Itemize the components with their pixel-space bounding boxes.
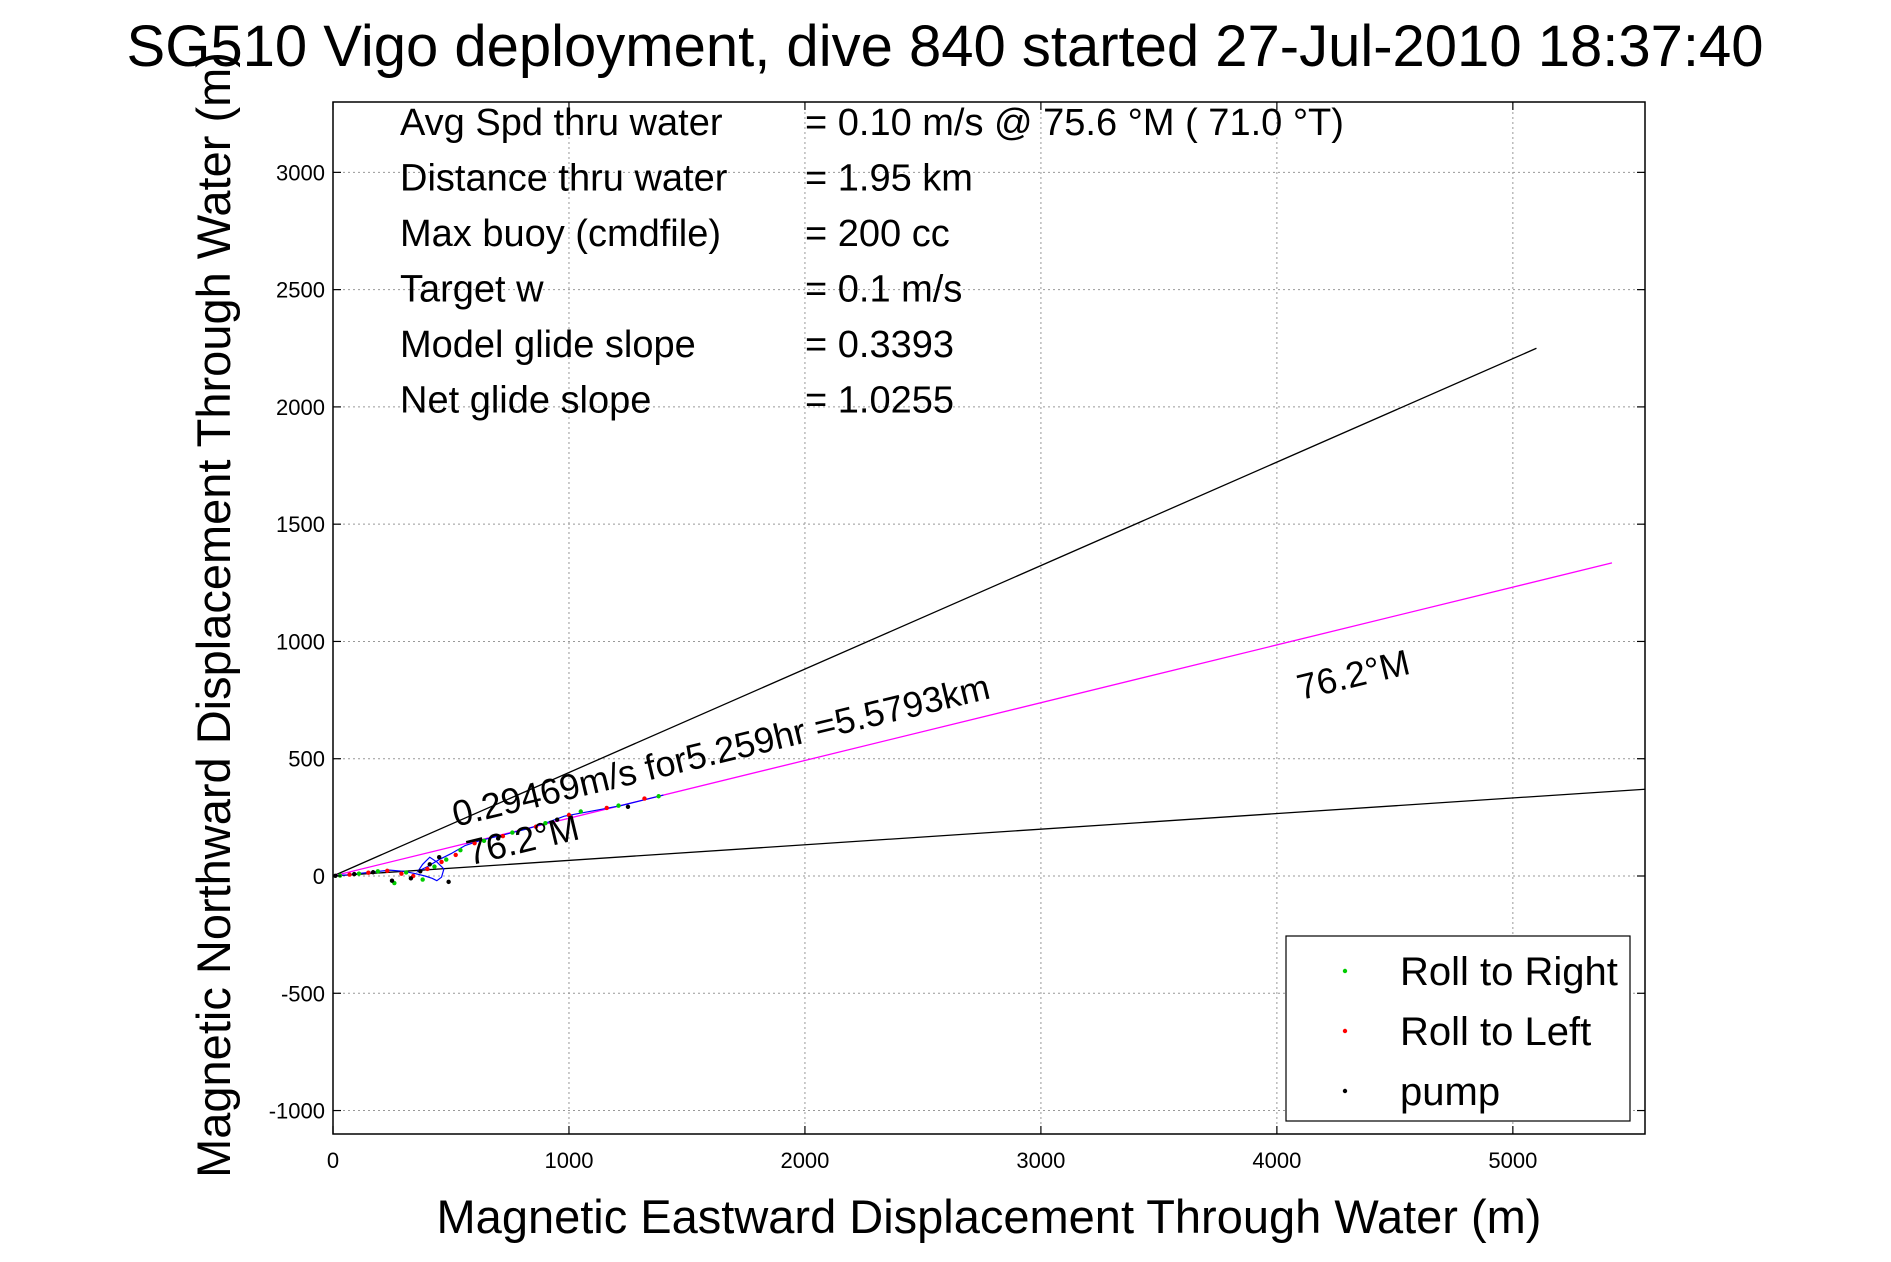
y-tick-label: 1500 xyxy=(276,512,325,537)
roll-left-point xyxy=(366,870,371,875)
x-tick-label: 3000 xyxy=(1016,1148,1065,1173)
stat-label: Max buoy (cmdfile) xyxy=(400,213,721,255)
axes-box xyxy=(332,101,1646,1135)
roll-right-point xyxy=(420,877,425,882)
roll-right-point xyxy=(458,848,463,853)
stat-label: Target w xyxy=(400,269,544,311)
x-tick-label: 5000 xyxy=(1488,1148,1537,1173)
y-axis-label: Magnetic Northward Displacement Through … xyxy=(187,52,240,1178)
chart-title: SG510 Vigo deployment, dive 840 started … xyxy=(127,14,1764,79)
glider-track xyxy=(332,794,664,882)
roll-right-point xyxy=(356,871,362,876)
roll-right-point xyxy=(375,869,381,874)
y-tick-label: 0 xyxy=(313,864,325,889)
roll-right-point xyxy=(432,864,437,869)
roll-right-point xyxy=(510,830,515,835)
x-tick-label: 2000 xyxy=(780,1148,829,1173)
stat-value: = 0.3393 xyxy=(805,324,954,366)
roll-left-point xyxy=(500,833,506,839)
x-ticks: 0 1000 2000 3000 4000 5000 xyxy=(327,102,1537,1173)
plot-area: 0 1000 2000 3000 4000 5000 -1000 -500 0 500 1000 1… xyxy=(269,101,1646,1173)
roll-left-point xyxy=(566,812,572,818)
roll-right-point xyxy=(543,821,548,826)
pump-point xyxy=(436,855,442,860)
legend-entries: Roll to Right Roll to Left pump xyxy=(1342,950,1618,1114)
stat-value: = 200 cc xyxy=(805,213,950,255)
y-tick-label: 2000 xyxy=(276,395,325,420)
stat-value: = 1.0255 xyxy=(805,380,954,422)
y-ticks: -1000 -500 0 500 1000 1500 2000 2500 3000 xyxy=(269,160,1645,1124)
guide-line xyxy=(332,788,1646,877)
track-line xyxy=(332,794,664,882)
legend-marker xyxy=(1342,1028,1348,1034)
grid xyxy=(332,102,1645,1134)
x-tick-label: 4000 xyxy=(1252,1148,1301,1173)
roll-right-point xyxy=(656,794,661,799)
stat-value: = 0.10 m/s @ 75.6 °M ( 71.0 °T) xyxy=(805,102,1344,144)
roll-left-point xyxy=(439,859,444,865)
track-markers xyxy=(333,794,661,886)
legend-label: Roll to Left xyxy=(1400,1010,1591,1054)
roll-right-point xyxy=(403,870,409,875)
roll-left-point xyxy=(642,796,647,801)
legend-label: Roll to Right xyxy=(1400,950,1618,994)
y-tick-label: -500 xyxy=(281,981,325,1006)
y-tick-label: -1000 xyxy=(269,1099,325,1124)
annotations: 0.29469m/s for5.259hr =5.5793km76.2°M76.… xyxy=(448,641,1414,873)
y-tick-label: 1000 xyxy=(276,629,325,654)
roll-left-point xyxy=(472,840,477,846)
roll-right-point xyxy=(444,857,449,862)
roll-right-point xyxy=(481,838,487,844)
pump-point xyxy=(446,879,451,885)
pump-point xyxy=(554,817,560,822)
roll-right-point xyxy=(578,809,583,814)
pump-point xyxy=(389,878,395,883)
pump-point xyxy=(427,862,432,867)
legend-label: pump xyxy=(1400,1070,1500,1114)
roll-left-point xyxy=(385,868,390,874)
roll-left-point xyxy=(425,866,430,872)
stat-label: Model glide slope xyxy=(400,324,696,366)
x-axis-label: Magnetic Eastward Displacement Through W… xyxy=(437,1190,1542,1243)
pump-point xyxy=(625,804,631,810)
y-tick-label: 3000 xyxy=(276,160,325,185)
roll-left-point xyxy=(347,872,352,877)
roll-left-point xyxy=(533,824,539,829)
pump-point xyxy=(370,870,376,875)
stat-label: Distance thru water xyxy=(400,158,728,200)
stats-block: Avg Spd thru water = 0.10 m/s @ 75.6 °M (… xyxy=(400,102,1344,422)
pump-point xyxy=(418,869,423,874)
x-tick-label: 1000 xyxy=(544,1148,593,1173)
legend: Roll to Right Roll to Left pump xyxy=(1285,935,1631,1122)
stat-label: Avg Spd thru water xyxy=(400,102,723,144)
guide-line xyxy=(332,347,1537,877)
pump-point xyxy=(408,876,414,881)
x-tick-label: 0 xyxy=(327,1148,339,1173)
roll-left-point xyxy=(604,805,609,811)
legend-marker xyxy=(1342,968,1348,974)
pump-point xyxy=(352,871,357,877)
annotation-text: 0.29469m/s for5.259hr =5.5793km xyxy=(448,666,994,835)
roll-left-point xyxy=(453,852,458,858)
stat-label: Net glide slope xyxy=(400,380,651,422)
legend-marker xyxy=(1342,1088,1348,1094)
pump-point xyxy=(495,836,501,841)
y-tick-label: 500 xyxy=(288,747,325,772)
y-tick-label: 2500 xyxy=(276,278,325,303)
stat-value: = 0.1 m/s xyxy=(805,269,962,311)
stat-value: = 1.95 km xyxy=(805,158,973,200)
roll-right-point xyxy=(616,803,621,808)
annotation-text: 76.2°M xyxy=(1293,641,1414,708)
roll-left-point xyxy=(399,871,404,876)
